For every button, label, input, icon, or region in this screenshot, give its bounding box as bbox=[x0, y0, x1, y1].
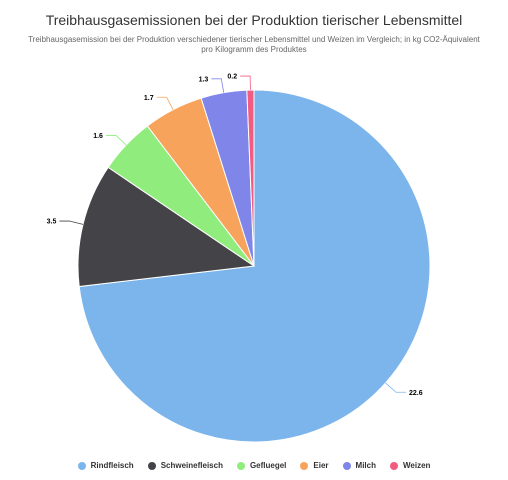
legend-label: Schweinefleisch bbox=[160, 461, 223, 470]
legend-marker bbox=[147, 461, 156, 470]
leader-line-milch bbox=[211, 78, 225, 93]
data-label-milch: 1.3 bbox=[199, 76, 209, 83]
data-label-weizen: 0.2 bbox=[227, 74, 237, 81]
data-label-rindfleisch: 22.6 bbox=[409, 390, 423, 397]
data-label-schweinefleisch: 3.5 bbox=[47, 219, 57, 226]
legend-label: Rindfleisch bbox=[90, 461, 134, 470]
chart-subtitle: Treibhausgasemission bei der Produktion … bbox=[28, 35, 480, 54]
chart-title: Treibhausgasemissionen bei der Produktio… bbox=[45, 12, 463, 28]
legend-label: Weizen bbox=[402, 461, 431, 470]
leader-line-schweinefleisch bbox=[59, 220, 84, 225]
legend-marker bbox=[77, 461, 86, 470]
legend-item-rindfleisch[interactable]: Rindfleisch bbox=[77, 461, 134, 470]
legend-marker bbox=[342, 461, 351, 470]
legend: Rindfleisch Schweinefleisch Gefluegel Eier M… bbox=[0, 461, 508, 470]
leader-lines bbox=[59, 75, 406, 393]
data-label-eier: 1.7 bbox=[144, 95, 154, 102]
legend-item-milch[interactable]: Milch bbox=[342, 461, 376, 470]
legend-item-weizen[interactable]: Weizen bbox=[389, 461, 431, 470]
pie-chart: 22.6 3.5 1.6 1.7 1.3 0.2 bbox=[47, 74, 431, 443]
legend-item-gefluegel[interactable]: Gefluegel bbox=[236, 461, 287, 470]
legend-marker bbox=[236, 461, 245, 470]
legend-marker bbox=[389, 461, 398, 470]
data-labels: 22.6 3.5 1.6 1.7 1.3 0.2 bbox=[47, 74, 423, 397]
leader-line-gefluegel bbox=[105, 135, 127, 146]
legend-label: Gefluegel bbox=[249, 461, 287, 470]
data-label-gefluegel: 1.6 bbox=[93, 133, 103, 140]
legend-marker bbox=[300, 461, 309, 470]
leader-line-eier bbox=[156, 96, 174, 110]
leader-line-weizen bbox=[240, 75, 251, 91]
legend-label: Eier bbox=[313, 461, 329, 470]
legend-item-eier[interactable]: Eier bbox=[300, 461, 329, 470]
legend-label: Milch bbox=[355, 461, 376, 470]
pie-slices bbox=[77, 89, 431, 443]
legend-item-schweinefleisch[interactable]: Schweinefleisch bbox=[147, 461, 223, 470]
leader-line-rindfleisch bbox=[385, 382, 406, 393]
